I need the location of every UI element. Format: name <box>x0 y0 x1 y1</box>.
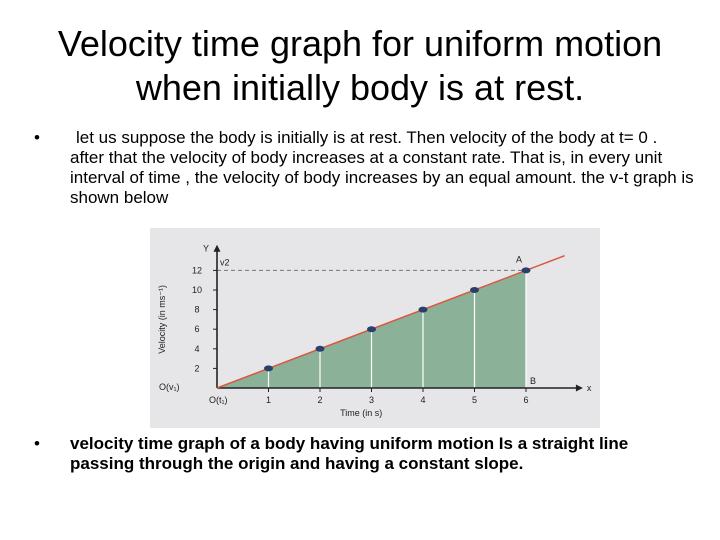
y-axis-arrow <box>213 244 221 252</box>
origin-time-label: O(t₁) <box>209 395 228 405</box>
bullet-marker: • <box>34 128 40 147</box>
x-tick-label: 3 <box>369 395 374 405</box>
bullet-marker: • <box>34 434 40 453</box>
x-axis-title: Time (in s) <box>340 408 382 418</box>
x-tick-label: 6 <box>523 395 528 405</box>
v2-label: v2 <box>220 257 230 267</box>
velocity-time-graph: 1 2 3 4 5 6 2 4 6 8 10 12 Time (in s) Velocity (in ms… <box>150 228 600 428</box>
x-tick-label: 1 <box>266 395 271 405</box>
x-tick-label: 2 <box>317 395 322 405</box>
point-a-label: A <box>516 254 522 264</box>
y-tick-label: 4 <box>194 344 199 354</box>
y-tick-label: 2 <box>194 363 199 373</box>
y-tick-label: 8 <box>194 305 199 315</box>
bullet-text-intro: let us suppose the body is initially is … <box>70 128 694 207</box>
data-point <box>418 306 428 313</box>
bullet-text-conclusion: velocity time graph of a body having uni… <box>70 434 629 473</box>
x-tick-label: 5 <box>472 395 477 405</box>
y-axis-title: Velocity (in ms⁻¹) <box>157 285 167 354</box>
y-axis-letter: Y <box>203 244 209 254</box>
x-axis-arrow <box>575 384 583 392</box>
y-tick-label: 12 <box>192 265 202 275</box>
point-b-label: B <box>530 376 536 386</box>
data-point <box>521 267 531 274</box>
data-point <box>367 326 376 333</box>
data-point <box>470 287 479 293</box>
x-tick-label: 4 <box>420 395 425 405</box>
slide-title: Velocity time graph for uniform motion w… <box>57 23 663 108</box>
velocity-line <box>216 254 565 389</box>
origin-velocity-label: O(v₁) <box>159 382 180 392</box>
y-tick-label: 10 <box>192 285 202 295</box>
data-point <box>264 365 273 372</box>
data-point <box>315 345 325 352</box>
y-tick-label: 6 <box>194 324 199 334</box>
x-axis-letter: x <box>587 383 592 393</box>
